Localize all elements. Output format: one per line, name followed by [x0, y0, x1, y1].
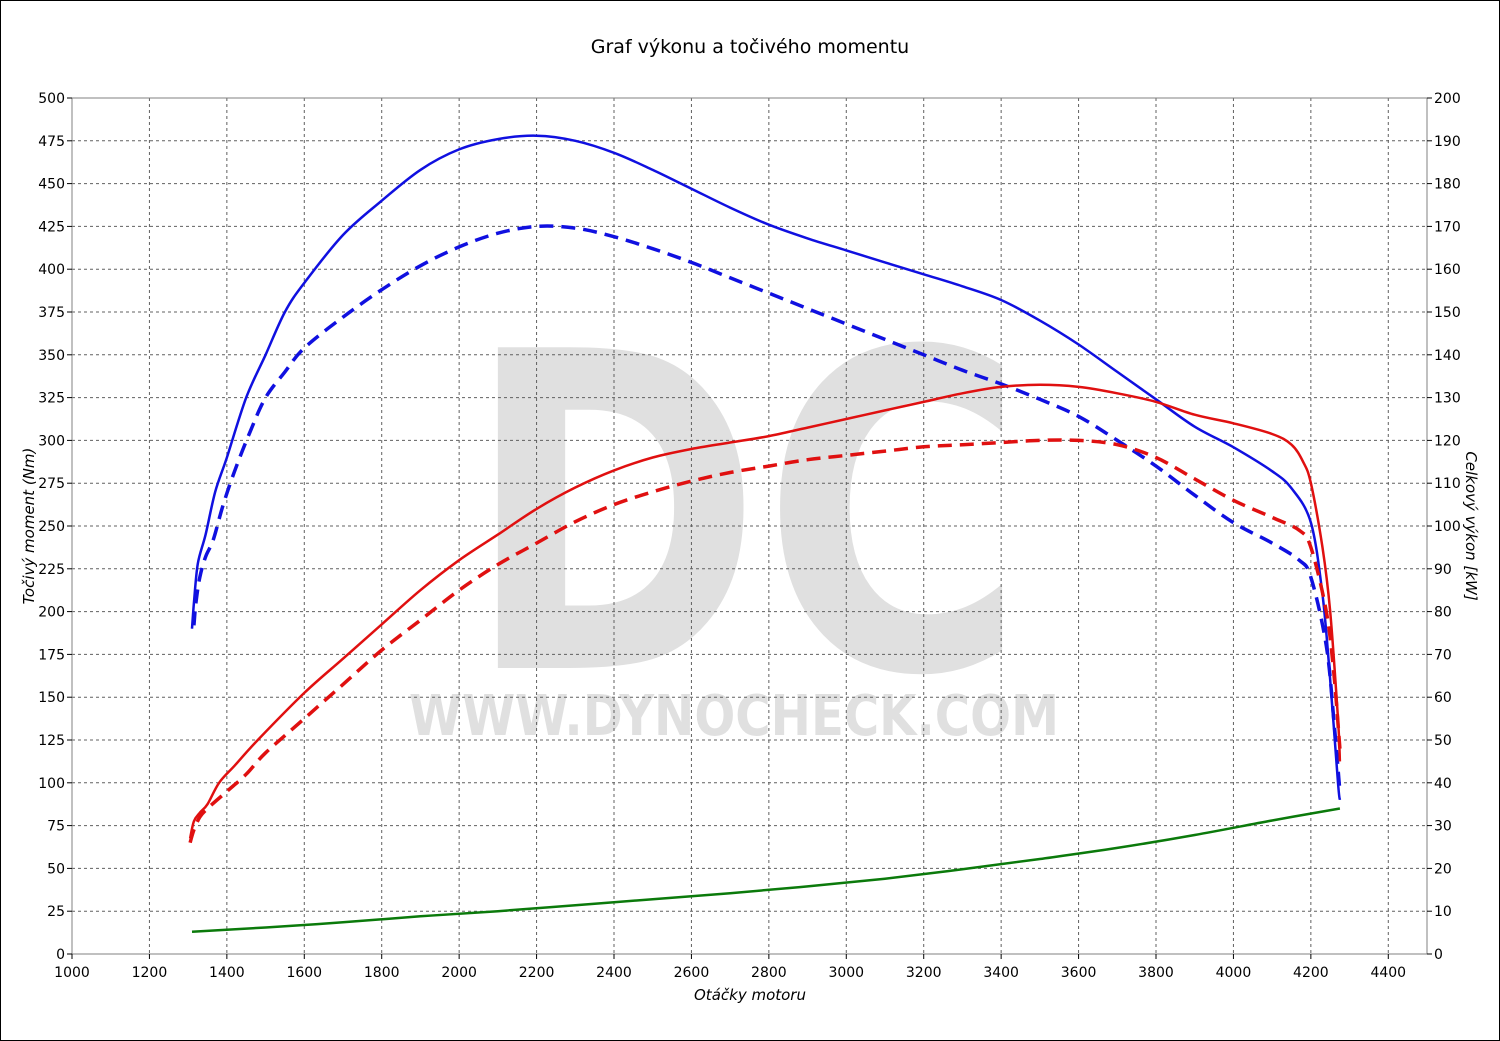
y-axis-left-label: Točivý moment (Nm) — [20, 448, 38, 605]
y-right-tick-label: 190 — [1434, 134, 1461, 150]
y-right-tick-label: 140 — [1434, 348, 1461, 364]
y-right-tick-label: 60 — [1434, 690, 1452, 706]
x-tick-label: 1400 — [209, 965, 245, 981]
x-tick-label: 2000 — [441, 965, 477, 981]
chart-title: Graf výkonu a točivého momentu — [591, 36, 909, 58]
x-tick-label: 3400 — [983, 965, 1019, 981]
watermark-letters: DC — [465, 260, 1025, 772]
y-left-tick-label: 200 — [38, 605, 65, 621]
y-left-tick-label: 250 — [38, 519, 65, 535]
x-tick-label: 3800 — [1138, 965, 1174, 981]
y-left-tick-label: 475 — [38, 134, 65, 150]
y-right-tick-label: 180 — [1434, 177, 1461, 193]
x-axis: 1000 1200 1400 1600 1800 2000 2200 2400 2600 2800… — [54, 954, 1406, 981]
y-left-tick-label: 50 — [47, 861, 65, 877]
x-tick-label: 2200 — [519, 965, 555, 981]
y-left-tick-label: 175 — [38, 647, 65, 663]
y-left-tick-label: 350 — [38, 348, 65, 364]
torque-stock-line — [192, 224, 1342, 792]
torque-tuned-line — [190, 134, 1342, 801]
y-left-tick-label: 100 — [38, 776, 65, 792]
y-right-tick-label: 130 — [1434, 391, 1461, 407]
x-tick-label: 2800 — [751, 965, 787, 981]
y-right-tick-label: 50 — [1434, 733, 1452, 749]
loss-line — [191, 807, 1341, 933]
x-tick-label: 3000 — [828, 965, 864, 981]
y-left-tick-label: 125 — [38, 733, 65, 749]
y-left-tick-label: 75 — [47, 819, 65, 835]
y-left-tick-label: 0 — [56, 947, 65, 963]
y-left-tick-label: 150 — [38, 690, 65, 706]
x-tick-label: 4400 — [1370, 965, 1406, 981]
y-axis-right-label: Celkový výkon [kW] — [1462, 451, 1480, 601]
y-right-tick-label: 0 — [1434, 947, 1443, 963]
y-right-tick-label: 160 — [1434, 262, 1461, 278]
watermark: DC WWW.DYNOCHECK.COM — [409, 260, 1059, 772]
x-tick-label: 3600 — [1061, 965, 1097, 981]
y-right-tick-label: 20 — [1434, 861, 1452, 877]
x-tick-label: 4000 — [1216, 965, 1252, 981]
y-left-tick-label: 25 — [47, 904, 65, 920]
x-tick-label: 1200 — [132, 965, 168, 981]
y-right-tick-label: 80 — [1434, 605, 1452, 621]
x-tick-label: 4200 — [1293, 965, 1329, 981]
y-right-tick-label: 150 — [1434, 305, 1461, 321]
y-right-tick-label: 10 — [1434, 904, 1452, 920]
x-tick-label: 2400 — [596, 965, 632, 981]
y-right-tick-label: 30 — [1434, 819, 1452, 835]
y-left-tick-label: 275 — [38, 476, 65, 492]
x-tick-label: 2600 — [674, 965, 710, 981]
y-axis-right: 0 10 20 30 40 50 60 70 80 90 100 110 120 130 140 150 160… — [1427, 91, 1461, 963]
y-left-tick-label: 450 — [38, 177, 65, 193]
y-left-tick-label: 300 — [38, 433, 65, 449]
x-axis-label: Otáčky motoru — [694, 986, 806, 1004]
watermark-url: WWW.DYNOCHECK.COM — [409, 684, 1059, 749]
y-right-tick-label: 110 — [1434, 476, 1461, 492]
x-tick-label: 1000 — [54, 965, 90, 981]
y-left-tick-label: 375 — [38, 305, 65, 321]
y-right-tick-label: 120 — [1434, 433, 1461, 449]
x-tick-label: 3200 — [906, 965, 942, 981]
x-tick-label: 1600 — [286, 965, 322, 981]
y-right-tick-label: 70 — [1434, 647, 1452, 663]
x-tick-label: 1800 — [364, 965, 400, 981]
y-right-tick-label: 100 — [1434, 519, 1461, 535]
power-stock-line — [188, 438, 1342, 844]
y-left-tick-label: 500 — [38, 91, 65, 107]
y-right-tick-label: 40 — [1434, 776, 1452, 792]
y-left-tick-label: 400 — [38, 262, 65, 278]
y-left-tick-label: 325 — [38, 391, 65, 407]
power-tuned-line — [188, 383, 1342, 839]
y-right-tick-label: 200 — [1434, 91, 1461, 107]
y-axis-left: 0 25 50 75 100 125 150 175 200 225 250 275 300 325 350… — [38, 91, 72, 963]
y-right-tick-label: 170 — [1434, 219, 1461, 235]
y-left-tick-label: 225 — [38, 562, 65, 578]
y-left-tick-label: 425 — [38, 219, 65, 235]
y-right-tick-label: 90 — [1434, 562, 1452, 578]
series-layer — [188, 134, 1342, 933]
